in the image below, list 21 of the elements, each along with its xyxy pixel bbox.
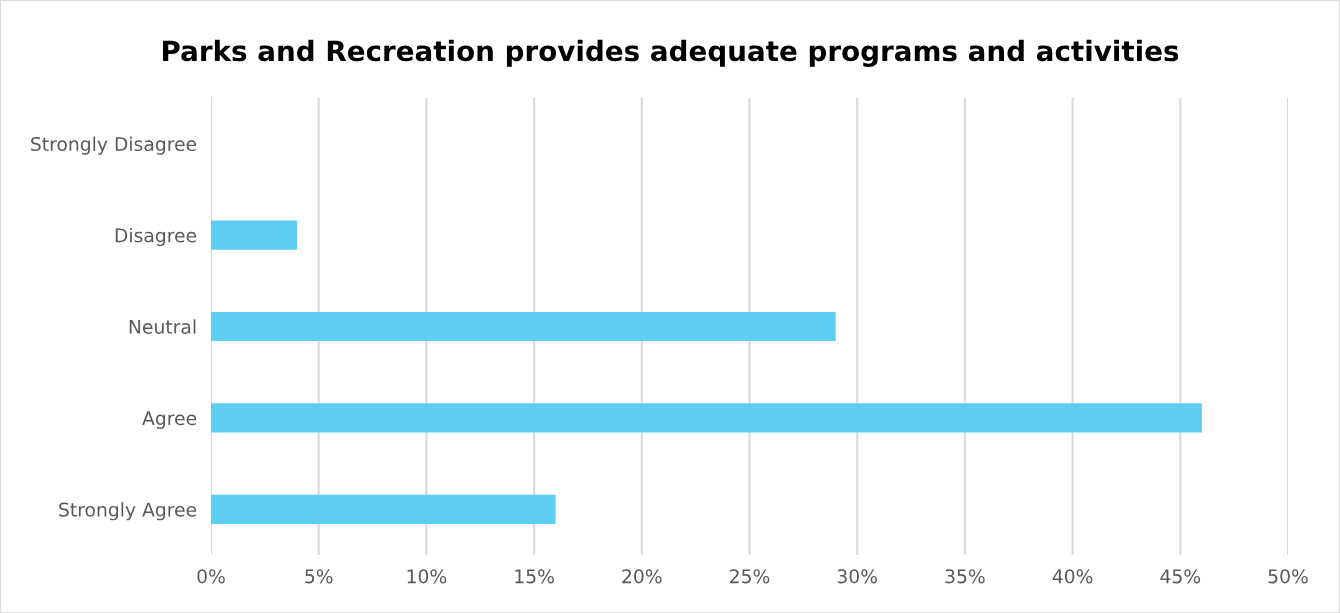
- x-tick-label: 20%: [622, 569, 662, 584]
- bar: [211, 220, 298, 250]
- x-tick-label: 0%: [197, 569, 225, 584]
- x-tick-label: 45%: [1160, 569, 1201, 584]
- x-tick-label: 10%: [407, 569, 447, 584]
- bar: [211, 311, 836, 342]
- x-tick-label: 50%: [1268, 569, 1308, 584]
- y-tick-label: Disagree: [115, 227, 197, 247]
- x-tick-label: 40%: [1052, 569, 1093, 584]
- bar: [211, 494, 556, 524]
- y-tick-label: Strongly Agree: [59, 502, 197, 521]
- y-tick-label: Strongly Disagree: [31, 136, 197, 155]
- bar: [211, 403, 1202, 433]
- y-tick-label: Neutral: [129, 319, 196, 334]
- x-tick-label: 25%: [730, 569, 770, 584]
- x-tick-label: 30%: [837, 569, 877, 584]
- x-tick-label: 15%: [515, 569, 554, 584]
- y-tick-label: Agree: [142, 411, 197, 429]
- chart-title: Parks and Recreation provides adequate programs and activities: [163, 39, 1179, 67]
- x-tick-label: 5%: [305, 569, 333, 584]
- x-tick-label: 35%: [945, 569, 985, 584]
